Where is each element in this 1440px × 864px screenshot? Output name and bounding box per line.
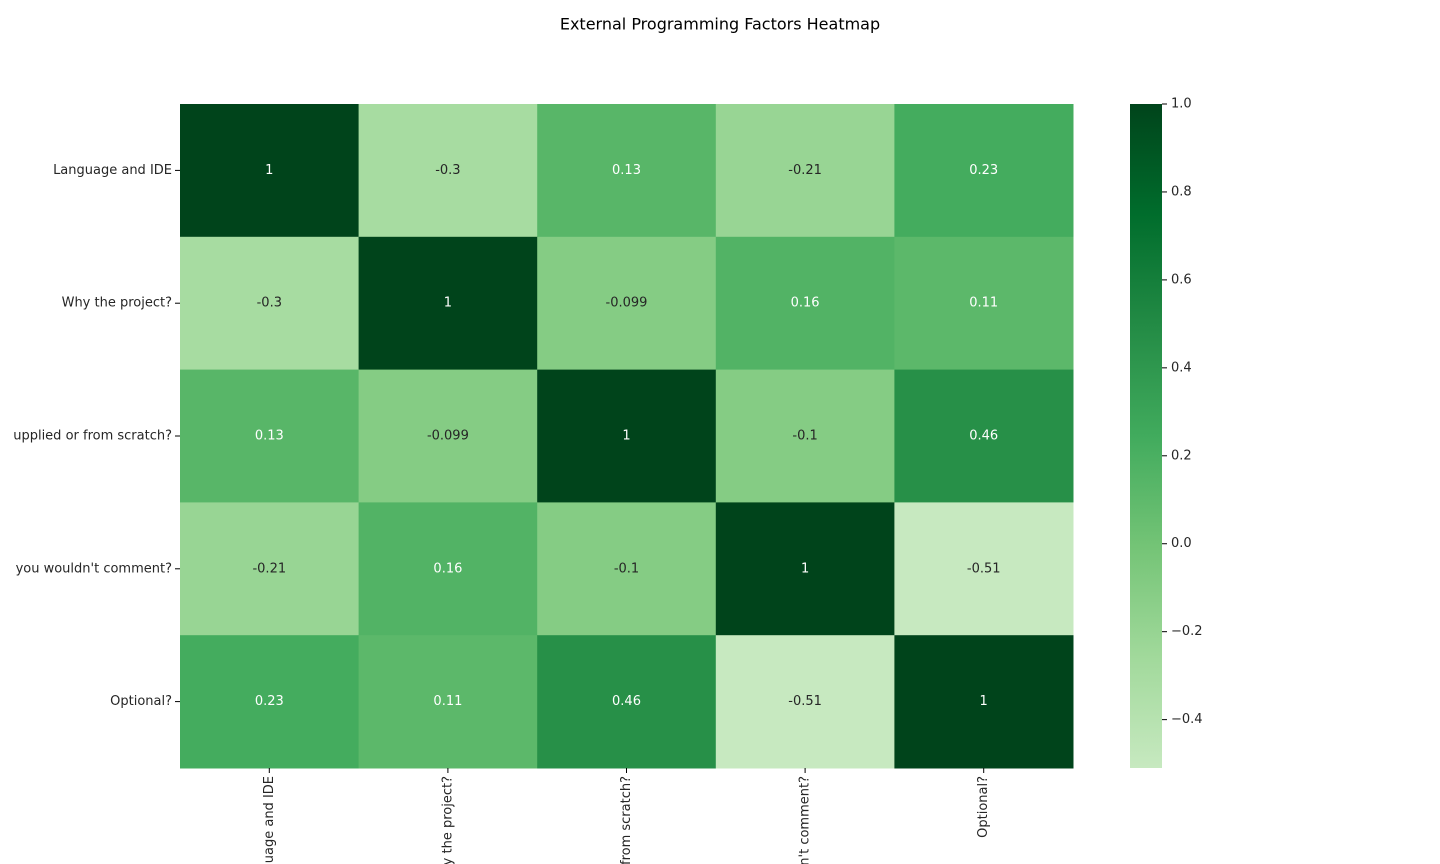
cell-label: 1: [801, 561, 809, 576]
heatmap-cell: [715, 502, 895, 636]
heatmap-cell: [715, 635, 895, 769]
colorbar-tick-label: 0.6: [1171, 272, 1192, 287]
heatmap-cell: [180, 369, 360, 503]
cell-label: 0.16: [791, 296, 820, 311]
heatmap-cell: [715, 369, 895, 503]
heatmap-cell: [180, 236, 360, 371]
cell-label: -0.21: [788, 163, 822, 178]
heatmap-cell: [537, 236, 717, 371]
y-tick-label: you wouldn't comment?: [16, 561, 172, 576]
heatmap-cell: [537, 635, 717, 769]
cell-label: -0.1: [792, 429, 817, 444]
heatmap-cell: [358, 236, 538, 371]
cell-label: 0.16: [433, 561, 462, 576]
heatmap-cell: [894, 236, 1074, 371]
cell-label: 0.46: [969, 429, 998, 444]
colorbar-tick-label: 1.0: [1171, 97, 1192, 112]
heatmap-cell: [715, 104, 895, 238]
cell-label: 1: [444, 296, 452, 311]
colorbar-tick-label: −0.2: [1171, 624, 1203, 639]
cell-label: 0.11: [433, 694, 462, 709]
heatmap-cell: [894, 369, 1074, 503]
x-tick-label: Optional?: [976, 776, 991, 838]
heatmap-cell: [715, 236, 895, 371]
y-tick-label: upplied or from scratch?: [13, 429, 172, 444]
cell-label: -0.3: [257, 296, 282, 311]
cell-label: 0.23: [969, 163, 998, 178]
heatmap-cell: [358, 369, 538, 503]
heatmap-cell: [894, 635, 1074, 769]
colorbar-tick-label: 0.4: [1171, 360, 1192, 375]
x-tick-label: Why the project?: [440, 776, 455, 864]
colorbar-tick-label: 0.8: [1171, 184, 1192, 199]
heatmap-cell: [537, 104, 717, 238]
x-tick-label: you wouldn't comment?: [798, 776, 813, 864]
y-tick-label: Language and IDE: [53, 163, 172, 178]
chart-title: External Programming Factors Heatmap: [560, 15, 880, 34]
colorbar-tick-label: 0.2: [1171, 448, 1192, 463]
heatmap-cell: [180, 635, 360, 769]
y-tick-label: Optional?: [110, 694, 172, 709]
x-tick-label: upplied or from scratch?: [619, 776, 634, 864]
cell-label: -0.21: [252, 561, 286, 576]
colorbar-tick-label: 0.0: [1171, 536, 1192, 551]
heatmap-cell: [894, 502, 1074, 636]
cell-label: 1: [265, 163, 273, 178]
heatmap-cell: [358, 502, 538, 636]
heatmap-cell: [180, 104, 360, 238]
heatmap-cell: [358, 104, 538, 238]
cell-label: 1: [622, 429, 630, 444]
heatmap-cell: [180, 502, 360, 636]
cell-label: 0.11: [969, 296, 998, 311]
cell-label: 0.46: [612, 694, 641, 709]
cell-label: 0.23: [255, 694, 284, 709]
cell-label: -0.099: [606, 296, 648, 311]
y-tick-label: Why the project?: [62, 296, 172, 311]
cell-label: -0.3: [435, 163, 460, 178]
cell-label: -0.1: [614, 561, 639, 576]
x-tick-label: Language and IDE: [262, 776, 277, 864]
cell-label: -0.51: [788, 694, 822, 709]
cell-label: -0.51: [967, 561, 1001, 576]
cell-label: 0.13: [255, 429, 284, 444]
heatmap-cell: [358, 635, 538, 769]
cell-label: -0.099: [427, 429, 469, 444]
heatmap-cell: [537, 502, 717, 636]
heatmap-cell: [537, 369, 717, 503]
cell-label: 1: [980, 694, 988, 709]
colorbar: [1130, 104, 1162, 768]
colorbar-tick-label: −0.4: [1171, 712, 1203, 727]
heatmap-cell: [894, 104, 1074, 238]
cell-label: 0.13: [612, 163, 641, 178]
